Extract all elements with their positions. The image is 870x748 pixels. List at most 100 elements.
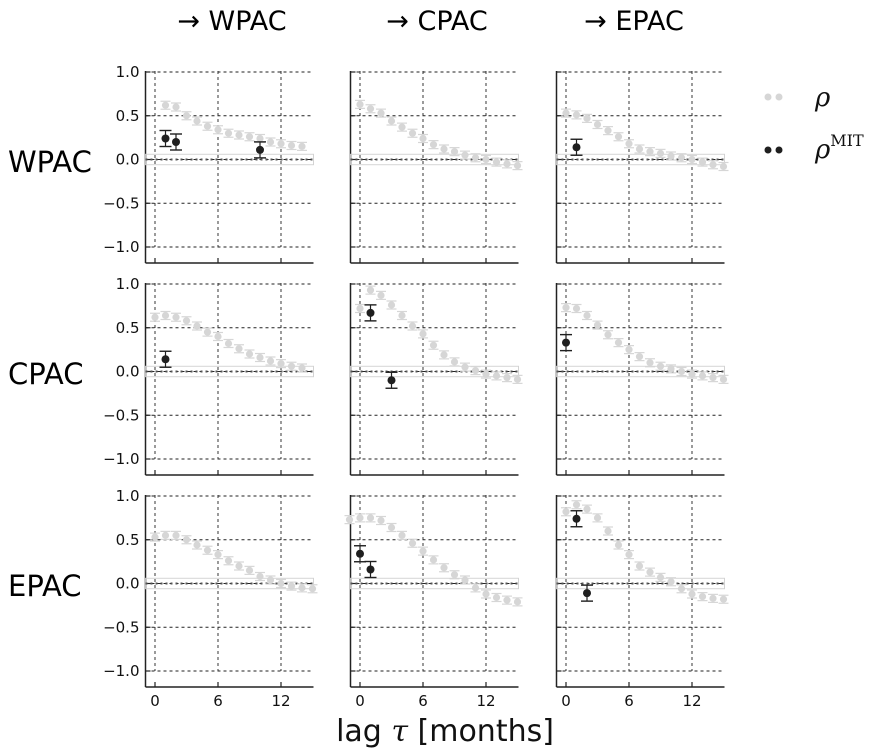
y-tick-label: 1.0 — [116, 487, 140, 505]
rho-point — [513, 598, 522, 606]
rho-point — [604, 127, 612, 135]
mit-point — [583, 589, 591, 598]
panel-wpac-to-cpac — [349, 71, 523, 264]
mit-point — [161, 134, 170, 143]
rho-point — [214, 551, 222, 559]
x-tick-label: 12 — [682, 692, 701, 710]
panel-wpac-to-wpac: −1.0 −0.5 0.0 0.5 1.0 — [103, 63, 314, 264]
rho-point — [193, 541, 201, 549]
rho-point — [419, 134, 427, 143]
rho-point — [298, 364, 306, 372]
rho-point — [482, 370, 490, 378]
rho-point — [151, 313, 159, 321]
rho-point — [614, 133, 623, 141]
y-tick-label: 0.0 — [116, 151, 140, 169]
rho-point — [698, 372, 707, 380]
rho-point — [450, 571, 459, 579]
y-tick-label: 0.0 — [116, 575, 140, 593]
rho-point — [408, 539, 417, 547]
rho-point — [224, 339, 233, 348]
y-tick-label: −0.5 — [103, 406, 139, 424]
rho-point — [492, 372, 501, 380]
rho-point — [461, 576, 469, 584]
rho-point — [256, 353, 264, 362]
rho-point — [635, 562, 644, 570]
panel-epac-to-cpac: 0 6 12 — [344, 495, 523, 710]
rho-point — [646, 148, 654, 156]
rho-point — [387, 117, 396, 125]
legend-rho-marker — [764, 93, 772, 101]
rho-point — [709, 594, 717, 602]
rho-point — [287, 141, 296, 150]
rho-point — [266, 576, 275, 584]
rho-point — [667, 152, 675, 160]
rho-point — [203, 546, 212, 554]
rho-point — [440, 351, 448, 359]
rho-point — [408, 129, 417, 137]
rho-point — [235, 345, 243, 353]
rho-point — [471, 154, 480, 162]
rho-point — [366, 286, 375, 294]
mit-point — [356, 549, 364, 558]
x-tick-label: 0 — [150, 692, 160, 710]
rho-point — [583, 505, 591, 513]
rho-point — [398, 531, 406, 539]
rho-point — [356, 100, 364, 108]
x-tick-label: 12 — [271, 692, 290, 710]
rho-point — [429, 556, 438, 564]
rho-point — [308, 585, 317, 593]
rho-point — [366, 514, 375, 522]
rho-point — [161, 311, 170, 320]
x-axis-label: lag τ [months] — [336, 714, 554, 748]
x-tick-label: 12 — [476, 692, 495, 710]
rho-point — [583, 114, 591, 122]
rho-point — [161, 531, 170, 539]
rho-point — [625, 140, 633, 148]
rho-point — [450, 148, 459, 156]
rho-point — [625, 346, 633, 354]
rho-point — [572, 111, 581, 119]
rho-point — [667, 365, 675, 373]
rho-point — [572, 304, 581, 313]
rho-point — [287, 582, 296, 590]
y-tick-label: −1.0 — [103, 662, 139, 680]
mit-point — [161, 355, 170, 364]
x-tick-label: 0 — [561, 692, 571, 710]
rho-point — [562, 304, 570, 312]
rho-point — [482, 155, 490, 164]
legend-rho-label: ρ — [814, 83, 831, 113]
rho-point — [513, 162, 522, 170]
x-tick-label: 6 — [624, 692, 634, 710]
rho-point — [503, 374, 511, 382]
rho-point — [656, 573, 665, 581]
rho-point — [193, 117, 201, 125]
rho-point — [719, 375, 728, 383]
rho-point — [471, 367, 480, 375]
rho-point — [461, 363, 469, 371]
column-title-wpac: → WPAC — [177, 6, 286, 37]
rho-point — [677, 585, 686, 593]
y-tick-label: 0.5 — [116, 107, 140, 125]
rho-point — [256, 572, 264, 581]
y-tick-label: −1.0 — [103, 238, 139, 256]
rho-point — [182, 536, 191, 544]
rho-point — [277, 360, 285, 368]
rho-point — [698, 158, 707, 166]
rho-point — [677, 367, 686, 376]
rho-point — [266, 138, 275, 146]
panel-wpac-to-epac — [555, 71, 729, 264]
rho-point — [719, 162, 728, 171]
panel-cpac-to-cpac — [349, 283, 523, 476]
rho-point — [256, 134, 264, 143]
rho-point — [398, 123, 406, 131]
rho-point — [562, 508, 570, 516]
rho-point — [161, 101, 170, 109]
rho-point — [235, 562, 243, 570]
rho-point — [387, 301, 396, 309]
rho-point — [245, 350, 254, 358]
legend-mit-label: ρMIT — [814, 131, 864, 165]
legend-rho-marker — [775, 93, 783, 101]
rho-point — [151, 533, 159, 541]
rho-point — [298, 142, 306, 150]
rho-point — [235, 131, 243, 139]
